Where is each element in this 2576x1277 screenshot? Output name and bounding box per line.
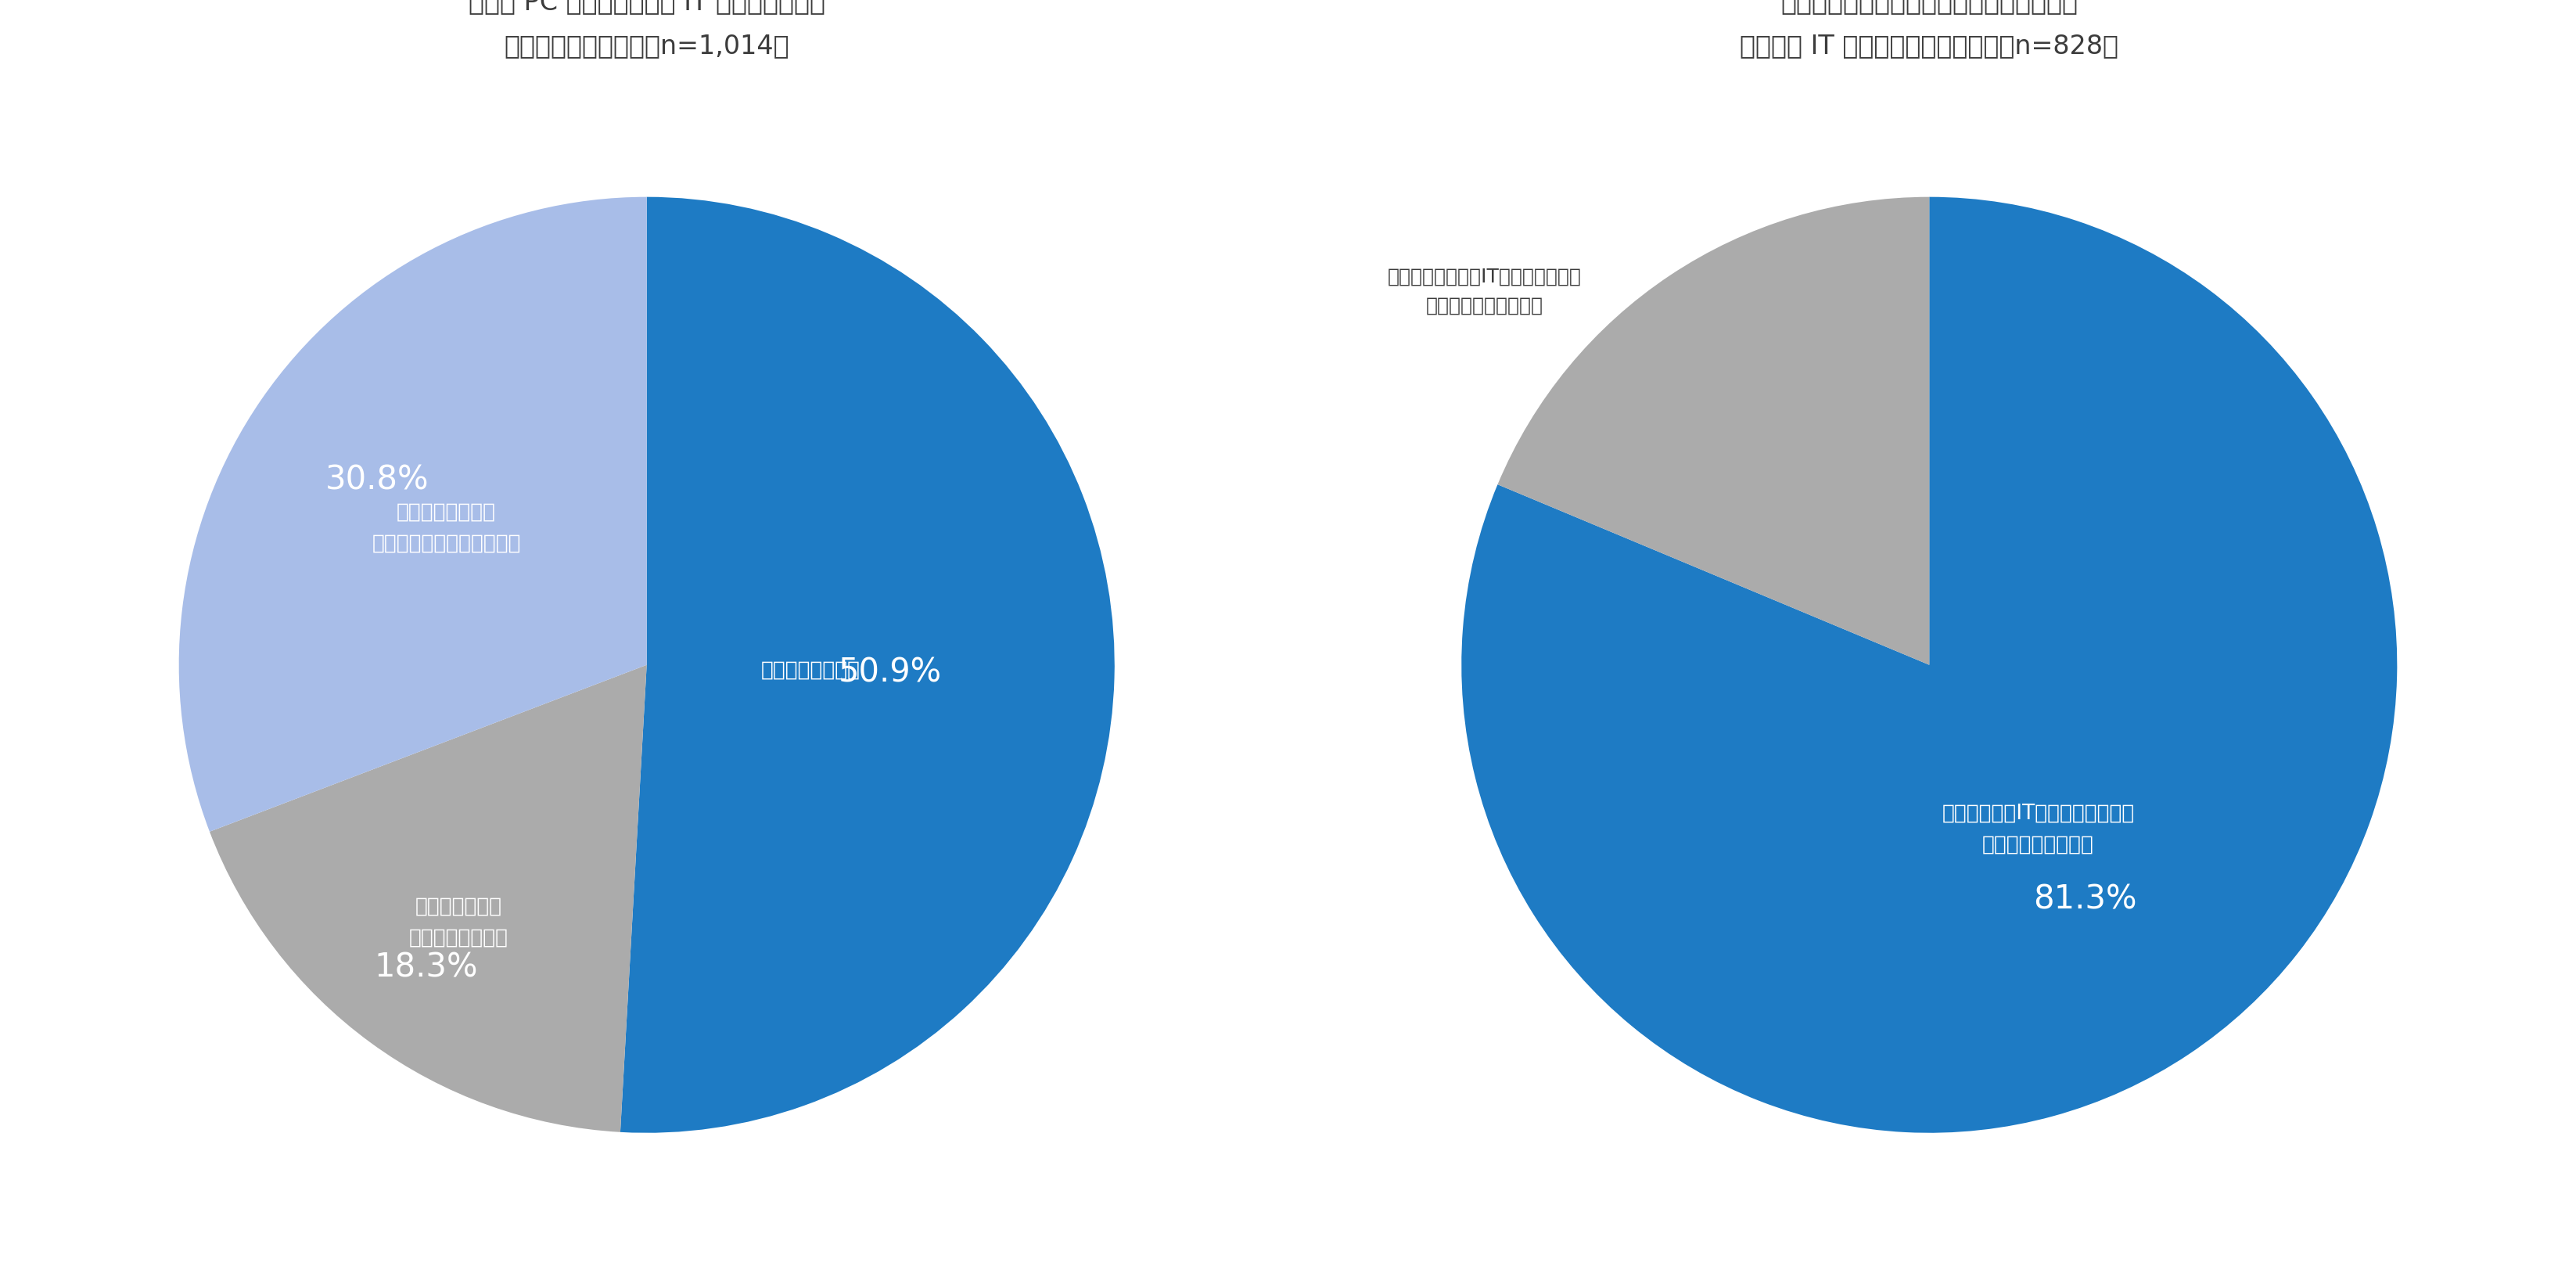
Text: クラウド型のIT資産管理ツールを
導入・検討している: クラウド型のIT資産管理ツールを 導入・検討している [1942,803,2136,854]
Text: 導入していないが
導入を予定・検討している: 導入していないが 導入を予定・検討している [371,502,520,553]
Text: オンプレミス型のIT資産管理ツール
を導入・検討している: オンプレミス型のIT資産管理ツール を導入・検討している [1388,267,1582,315]
Wedge shape [621,198,1115,1133]
Wedge shape [1461,198,2398,1133]
Text: 18.3%: 18.3% [374,951,477,983]
Text: 導入しておらず
検討もしていない: 導入しておらず 検討もしていない [410,896,507,948]
Text: 既に導入している: 既に導入している [760,660,860,681]
Wedge shape [1497,198,1929,665]
Title: 社内の PC に関する情報を IT 資産管理ツール
で管理していますか（n=1,014）: 社内の PC に関する情報を IT 資産管理ツール で管理していますか（n=1,… [469,0,824,59]
Text: 50.9%: 50.9% [837,655,943,688]
Title: 導入（予定・検討も含む）しているのは、
どちらの IT 資産管理ツールですか（n=828）: 導入（予定・検討も含む）しているのは、 どちらの IT 資産管理ツールですか（n… [1739,0,2117,59]
Text: 81.3%: 81.3% [2032,882,2136,916]
Wedge shape [209,665,647,1133]
Wedge shape [178,198,647,831]
Text: 30.8%: 30.8% [325,464,428,495]
